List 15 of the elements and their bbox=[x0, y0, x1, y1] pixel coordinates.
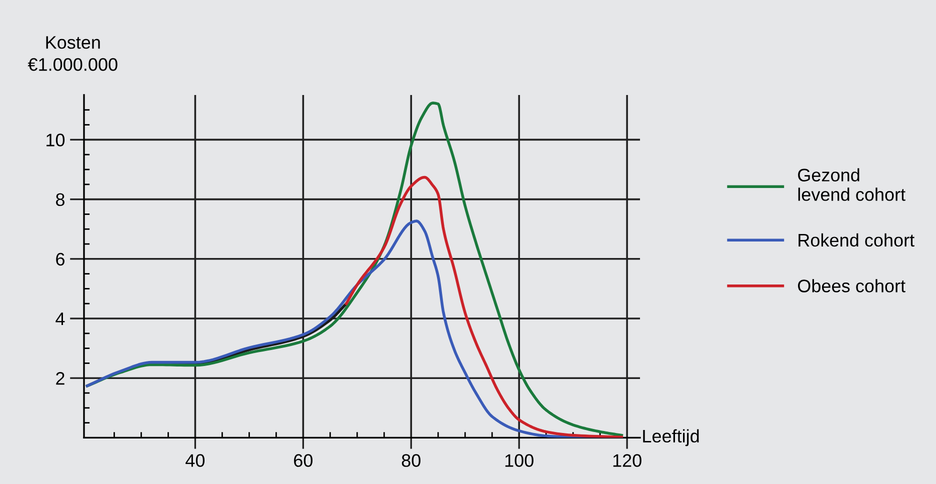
y-tick-label: 6 bbox=[56, 252, 64, 266]
x-tick-label: 120 bbox=[613, 454, 642, 467]
x-tick-label: 60 bbox=[294, 454, 312, 467]
x-tick-label: 100 bbox=[505, 454, 534, 467]
x-axis-title: Leeftijd bbox=[643, 429, 699, 446]
y-tick-label: 2 bbox=[56, 372, 64, 385]
y-axis-title: Kosten €1.000.000 bbox=[28, 36, 118, 71]
x-tick-label: 40 bbox=[186, 454, 205, 467]
legend-label: Obees cohort bbox=[798, 279, 906, 292]
y-tick-label: 4 bbox=[56, 312, 65, 326]
legend-label: Rokend cohort bbox=[798, 233, 914, 247]
y-tick-label: 8 bbox=[56, 193, 64, 206]
y-tick-label: 10 bbox=[46, 134, 65, 146]
x-tick-label: 80 bbox=[402, 454, 420, 467]
legend-label: Gezond levend cohort bbox=[798, 168, 906, 201]
